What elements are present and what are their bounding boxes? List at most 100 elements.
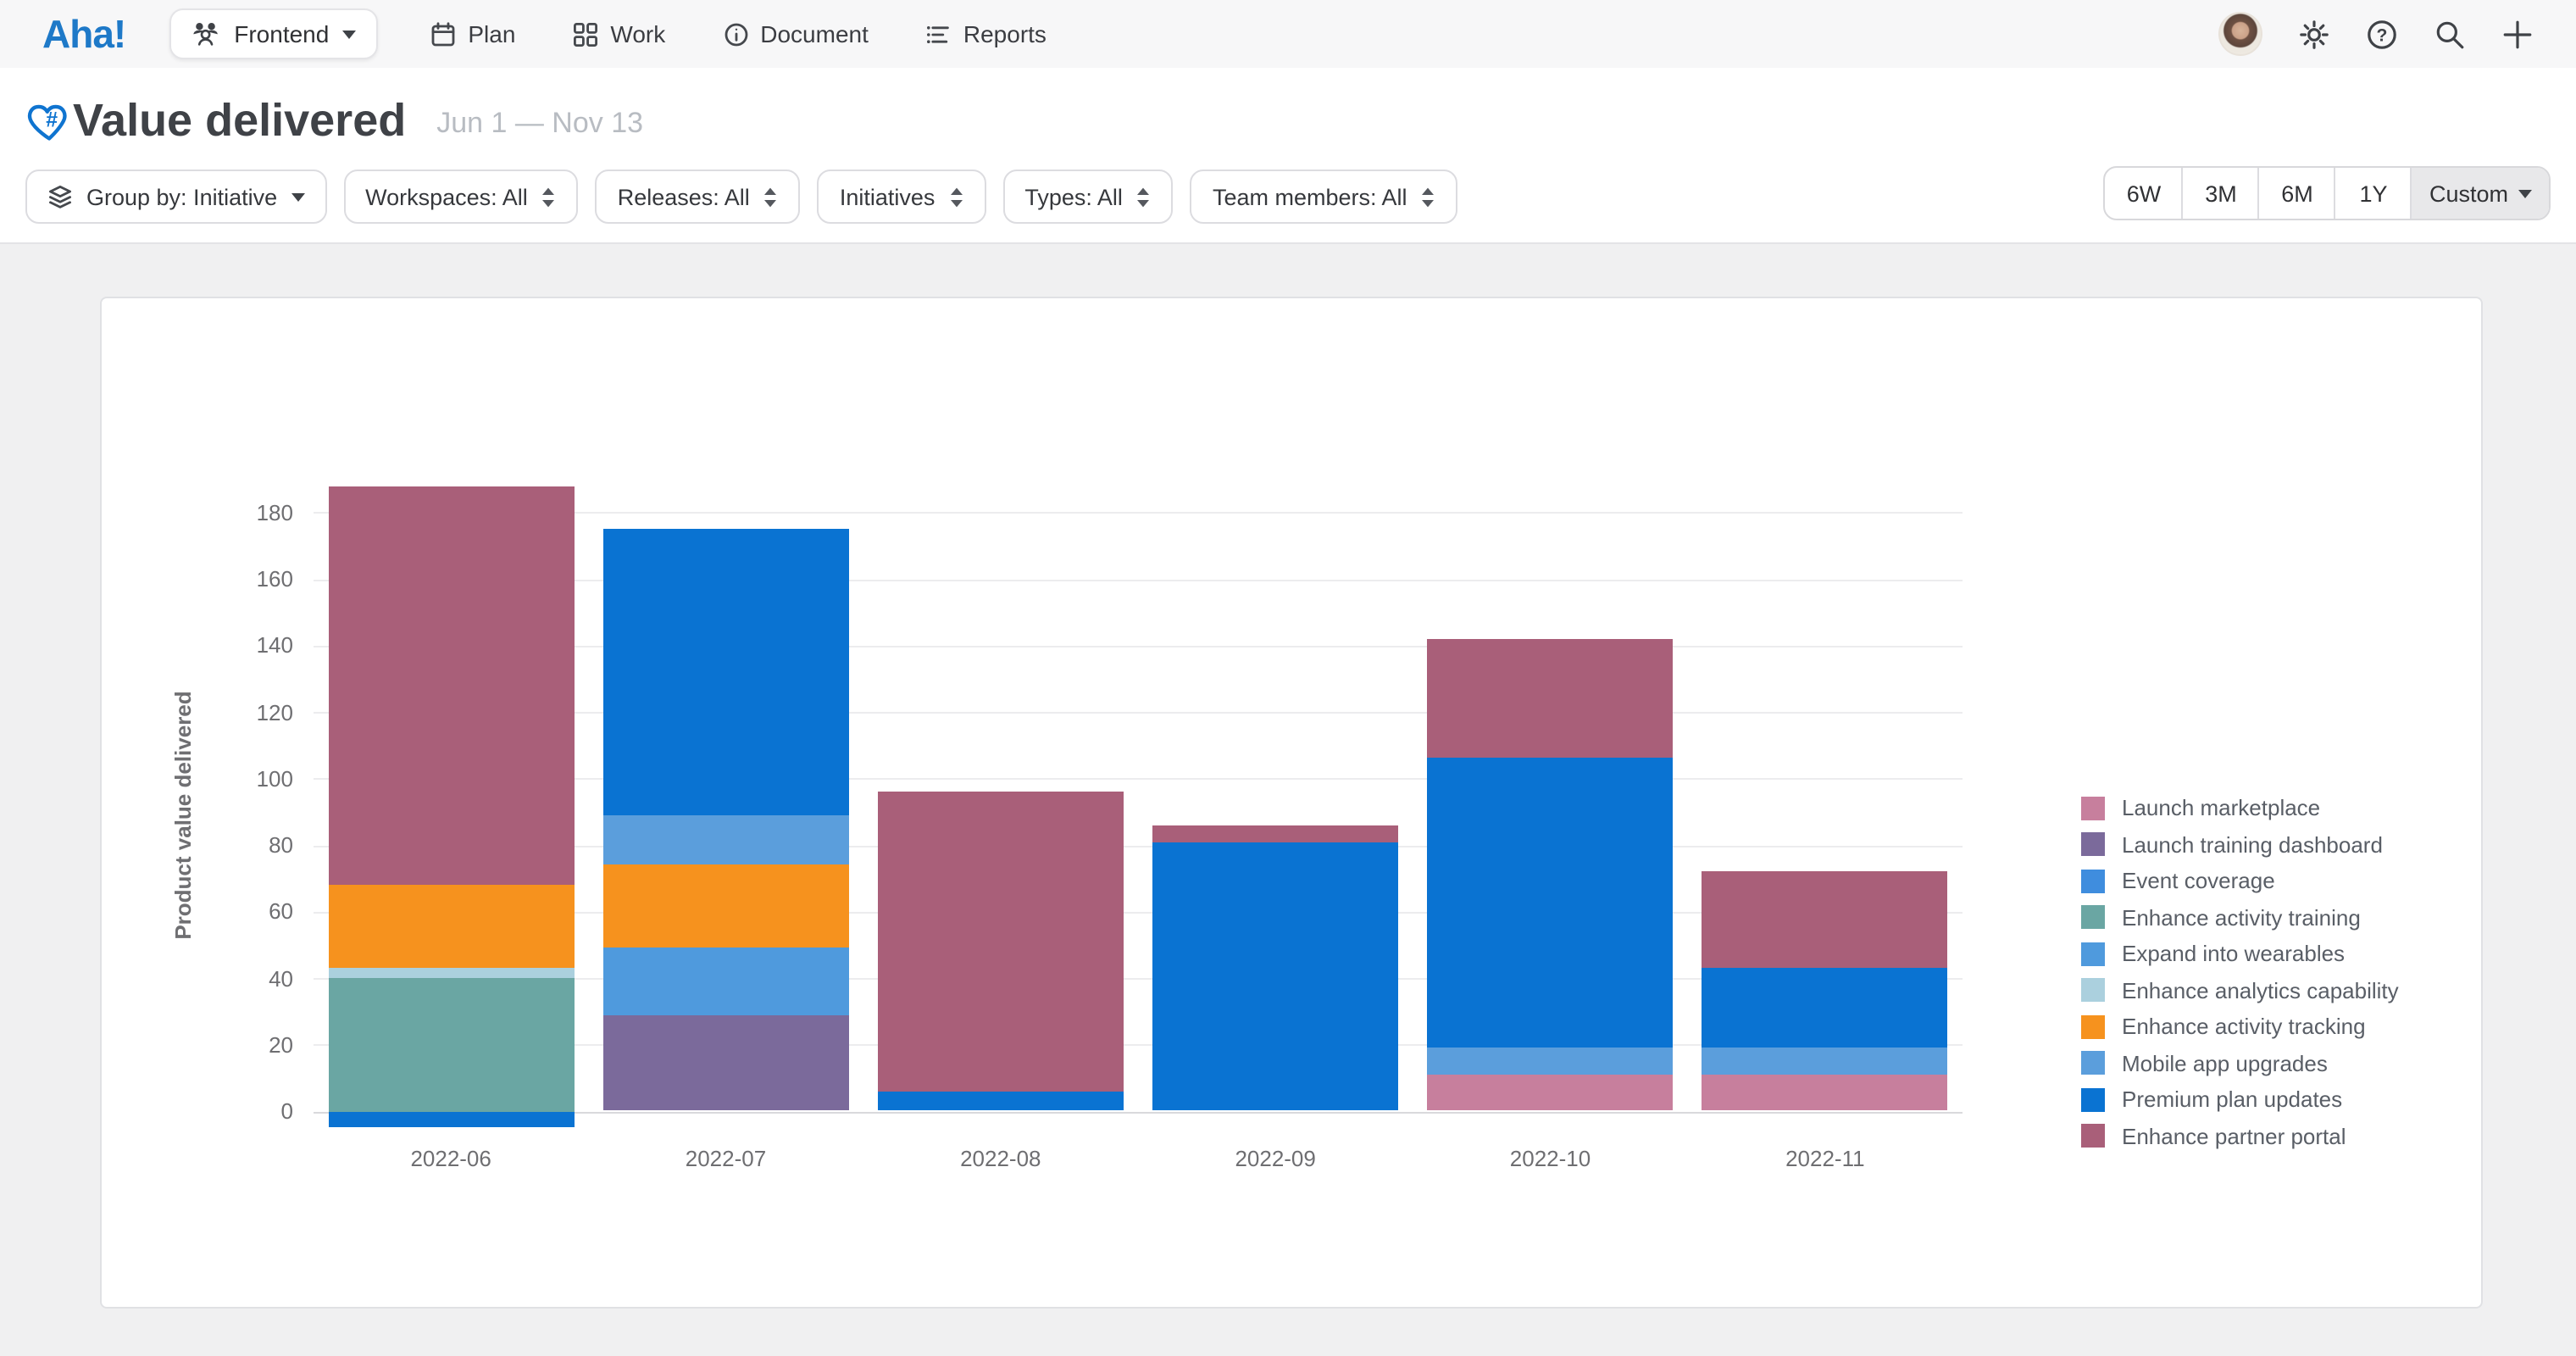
- time-range-selector: 6W 3M6M 1Y Custom: [2104, 166, 2551, 220]
- y-axis-tick: 20: [208, 1034, 293, 1056]
- bar-segment-enhance-analytics-capability[interactable]: [328, 968, 574, 978]
- bar-segment-enhance-activity-training[interactable]: [328, 978, 574, 1111]
- range-button-custom[interactable]: Custom: [2411, 168, 2549, 219]
- filter-chip-group-by[interactable]: Group by: Initiative: [25, 170, 326, 224]
- legend-swatch: [2081, 832, 2105, 856]
- aha-logo[interactable]: Aha!: [42, 11, 125, 57]
- bar-segment-premium-plan-updates[interactable]: [1428, 759, 1674, 1048]
- svg-text:?: ?: [2377, 25, 2388, 45]
- main-menu: Plan Work Document Reports: [402, 20, 1075, 47]
- legend-swatch: [2081, 942, 2105, 965]
- nav-item-label: Work: [610, 20, 665, 47]
- bar-segment-premium-plan-updates[interactable]: [878, 1091, 1124, 1111]
- filter-chip-initiatives[interactable]: Initiatives: [818, 170, 986, 224]
- filter-chip-team-members[interactable]: Team members: All: [1191, 170, 1458, 224]
- bar-segment-enhance-partner-portal[interactable]: [328, 486, 574, 885]
- x-axis-label: 2022-07: [588, 1146, 863, 1171]
- legend-swatch: [2081, 1051, 2105, 1075]
- legend-label: Event coverage: [2122, 868, 2275, 893]
- legend-item: Enhance activity tracking: [2081, 1014, 2366, 1039]
- bar-segment-enhance-partner-portal[interactable]: [1152, 825, 1398, 842]
- filter-chip-workspaces[interactable]: Workspaces: All: [343, 170, 579, 224]
- bar-segment-premium-plan-updates[interactable]: [1702, 968, 1948, 1048]
- range-button-label: 1Y: [2359, 181, 2387, 206]
- filter-chip-releases[interactable]: Releases: All: [596, 170, 801, 224]
- bar-segment-mobile-app-upgrades[interactable]: [603, 815, 849, 865]
- legend-label: Enhance activity training: [2122, 904, 2361, 930]
- legend-swatch: [2081, 1124, 2105, 1148]
- bar-segment-expand-into-wearables[interactable]: [603, 948, 849, 1015]
- y-axis-tick: 100: [208, 768, 293, 790]
- x-axis-label: 2022-11: [1688, 1146, 1963, 1171]
- search-icon[interactable]: [2434, 18, 2466, 50]
- range-button-label: 6W: [2127, 181, 2162, 206]
- nav-item-work[interactable]: Work: [544, 20, 694, 47]
- bar-segment-enhance-partner-portal[interactable]: [878, 792, 1124, 1091]
- filter-chip-types[interactable]: Types: All: [1002, 170, 1174, 224]
- legend-swatch: [2081, 1014, 2105, 1038]
- people-icon: [192, 22, 220, 46]
- bar-segment-launch-training-dashboard[interactable]: [603, 1014, 849, 1111]
- range-button-1y[interactable]: 1Y: [2334, 168, 2411, 219]
- nav-item-label: Reports: [963, 20, 1046, 47]
- updown-arrows-icon: [763, 186, 779, 208]
- filter-chip-label: Initiatives: [840, 184, 935, 209]
- help-icon[interactable]: ?: [2366, 18, 2398, 50]
- legend-item: Enhance activity training: [2081, 904, 2361, 930]
- chevron-down-icon: [291, 192, 304, 201]
- user-avatar[interactable]: [2218, 12, 2262, 56]
- legend-item: Enhance partner portal: [2081, 1123, 2346, 1148]
- range-button-3m[interactable]: 3M: [2182, 168, 2258, 219]
- page-header: # Value delivered Jun 1 — Nov 13 Group b…: [0, 68, 2576, 244]
- legend-label: Expand into wearables: [2122, 941, 2345, 966]
- nav-item-document[interactable]: Document: [694, 20, 897, 47]
- reports-icon: [926, 21, 952, 47]
- range-button-label: Custom: [2429, 181, 2508, 206]
- chevron-down-icon: [342, 30, 356, 38]
- bar-segment-enhance-activity-tracking[interactable]: [328, 885, 574, 968]
- bar-segment-premium-plan-updates[interactable]: [1152, 842, 1398, 1111]
- y-axis-tick: 180: [208, 502, 293, 524]
- filter-chip-label: Group by: Initiative: [86, 184, 277, 209]
- info-circle-icon: [723, 21, 748, 47]
- filter-chip-label: Team members: All: [1213, 184, 1407, 209]
- legend-swatch: [2081, 869, 2105, 892]
- nav-item-plan[interactable]: Plan: [402, 20, 544, 47]
- bar-segment-launch-marketplace[interactable]: [1702, 1075, 1948, 1111]
- legend-label: Mobile app upgrades: [2122, 1050, 2328, 1075]
- legend-item: Launch marketplace: [2081, 795, 2320, 820]
- x-axis-label: 2022-06: [314, 1146, 588, 1171]
- legend-swatch: [2081, 905, 2105, 929]
- plus-icon[interactable]: [2501, 18, 2534, 50]
- bar-segment-launch-marketplace[interactable]: [1428, 1075, 1674, 1111]
- grid-icon: [573, 21, 598, 47]
- bar-segment-enhance-activity-tracking[interactable]: [603, 865, 849, 948]
- bar-segment-mobile-app-upgrades[interactable]: [1702, 1048, 1948, 1074]
- bar-segment-premium-plan-updates[interactable]: [603, 529, 849, 815]
- updown-arrows-icon: [948, 186, 963, 208]
- filter-chip-label: Workspaces: All: [365, 184, 528, 209]
- calendar-icon: [430, 21, 456, 47]
- legend-item: Launch training dashboard: [2081, 831, 2383, 857]
- y-axis-tick: 80: [208, 834, 293, 856]
- y-axis-tick: 120: [208, 701, 293, 723]
- legend-item: Mobile app upgrades: [2081, 1050, 2328, 1075]
- legend-label: Launch training dashboard: [2122, 831, 2383, 857]
- y-axis-tick: 140: [208, 635, 293, 657]
- x-axis-label: 2022-09: [1138, 1146, 1413, 1171]
- value-heart-icon: #: [25, 98, 73, 142]
- nav-item-label: Plan: [468, 20, 515, 47]
- range-button-6w[interactable]: 6W: [2106, 168, 2182, 219]
- workspace-selector[interactable]: Frontend: [169, 8, 378, 59]
- bar-segment-enhance-partner-portal[interactable]: [1702, 871, 1948, 968]
- nav-right-controls: ?: [2218, 12, 2534, 56]
- bar-segment-premium-plan-updates[interactable]: [328, 1111, 574, 1128]
- bar-segment-enhance-partner-portal[interactable]: [1428, 639, 1674, 759]
- settings-gear-icon[interactable]: [2298, 18, 2330, 50]
- range-button-6m[interactable]: 6M: [2258, 168, 2334, 219]
- legend-swatch: [2081, 1087, 2105, 1111]
- bar-segment-mobile-app-upgrades[interactable]: [1428, 1048, 1674, 1074]
- report-date-range: Jun 1 — Nov 13: [436, 100, 643, 141]
- legend-item: Event coverage: [2081, 868, 2275, 893]
- nav-item-reports[interactable]: Reports: [897, 20, 1075, 47]
